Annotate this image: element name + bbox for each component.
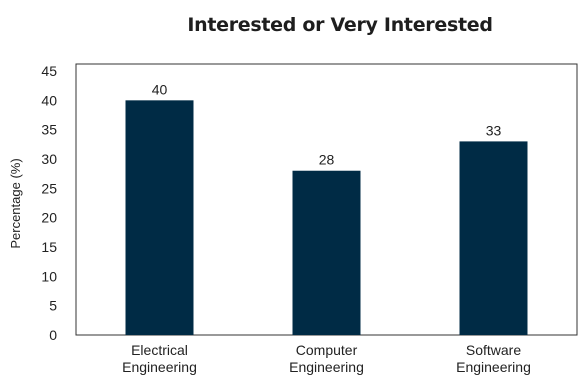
x-category-label: Electrical bbox=[131, 342, 188, 358]
y-tick-label: 15 bbox=[41, 239, 57, 255]
bars bbox=[125, 100, 528, 335]
x-category-label: Engineering bbox=[456, 359, 531, 375]
x-category-label: Computer bbox=[296, 342, 358, 358]
y-tick-label: 40 bbox=[41, 92, 57, 108]
y-tick-label: 10 bbox=[41, 268, 57, 284]
bar bbox=[292, 170, 361, 335]
y-tick-label: 35 bbox=[41, 122, 57, 138]
y-tick-label: 45 bbox=[41, 63, 57, 79]
data-label: 28 bbox=[319, 152, 335, 168]
y-tick-label: 0 bbox=[49, 327, 57, 343]
data-label: 33 bbox=[486, 122, 502, 138]
chart-title: Interested or Very Interested bbox=[187, 14, 493, 36]
y-tick-label: 20 bbox=[41, 210, 57, 226]
y-tick-label: 5 bbox=[49, 298, 57, 314]
data-label: 40 bbox=[152, 81, 168, 97]
bar bbox=[459, 141, 528, 335]
bar bbox=[125, 100, 194, 335]
y-tick-label: 30 bbox=[41, 151, 57, 167]
labels: 40ElectricalEngineering28ComputerEnginee… bbox=[122, 81, 531, 375]
y-axis-title: Percentage (%) bbox=[8, 158, 23, 248]
axes: 0 5 10 15 20 25 30 35 40 45 Percentage (%) bbox=[8, 63, 578, 343]
y-tick-label: 25 bbox=[41, 180, 57, 196]
x-category-label: Engineering bbox=[289, 359, 364, 375]
x-category-label: Engineering bbox=[122, 359, 197, 375]
x-category-label: Software bbox=[466, 342, 521, 358]
